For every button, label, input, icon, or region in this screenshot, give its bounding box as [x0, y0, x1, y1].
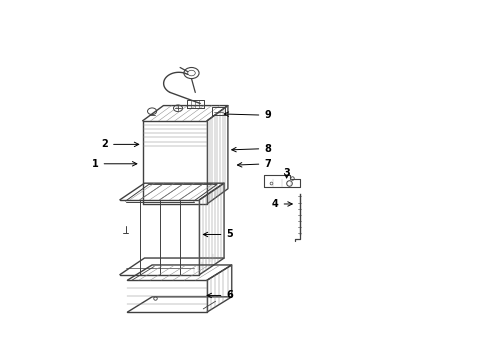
Text: 8: 8	[231, 144, 270, 153]
Text: 3: 3	[283, 168, 289, 179]
Text: 9: 9	[224, 110, 270, 120]
Text: 6: 6	[207, 291, 233, 301]
Text: 1: 1	[92, 159, 137, 169]
Text: 2: 2	[101, 139, 139, 149]
Text: 4: 4	[271, 199, 292, 209]
Text: 5: 5	[203, 229, 233, 239]
Text: 7: 7	[237, 159, 270, 169]
